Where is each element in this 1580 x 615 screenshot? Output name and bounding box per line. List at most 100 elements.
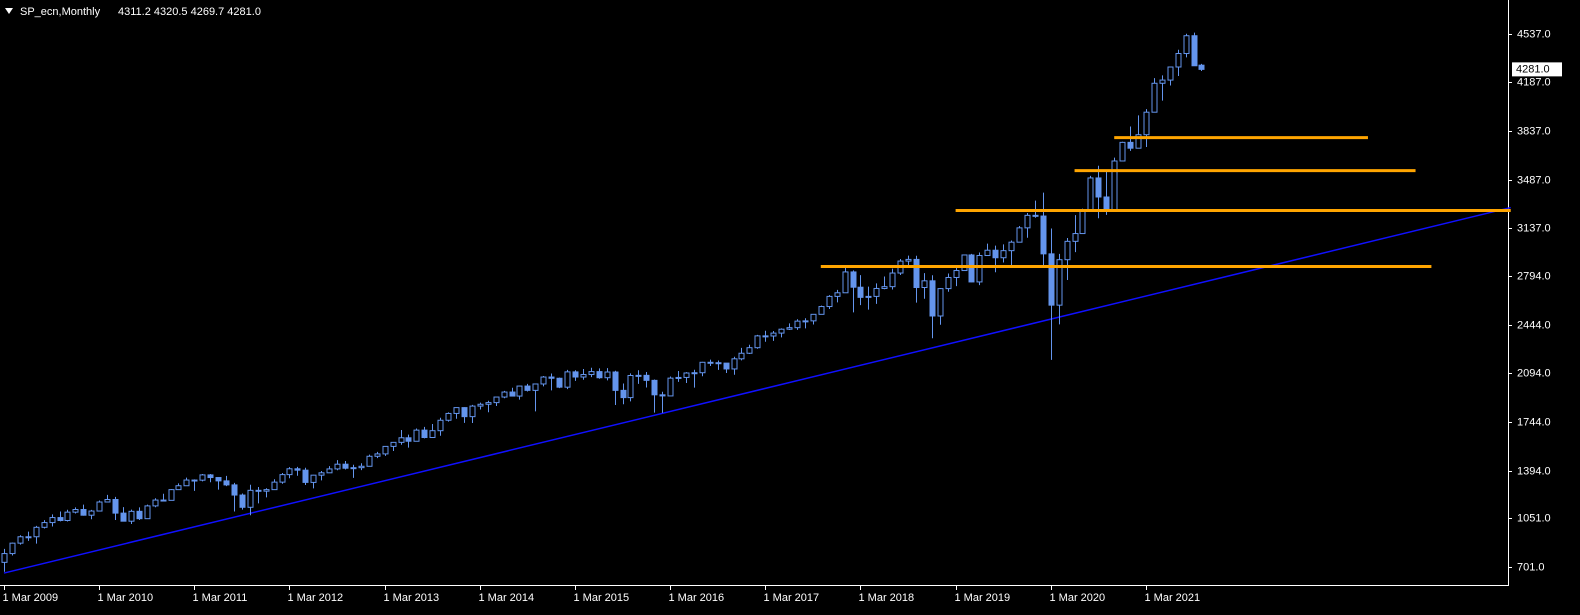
candle-body (485, 402, 492, 405)
candle-body (1111, 160, 1118, 211)
x-tick-label: 1 Mar 2020 (1050, 592, 1106, 604)
candle-body (25, 536, 32, 539)
x-tick-label: 1 Mar 2019 (955, 592, 1011, 604)
candle-body (810, 313, 817, 322)
candle-body (350, 467, 357, 470)
candle-body (1103, 196, 1110, 211)
candle-body (88, 510, 95, 516)
candle-body (548, 376, 555, 379)
candle-body (199, 474, 206, 481)
candle-body (675, 376, 682, 379)
candle-body (413, 429, 420, 442)
candle-body (651, 379, 658, 396)
candle-body (96, 501, 103, 512)
candle-body (691, 372, 698, 375)
candle-body (635, 374, 642, 377)
candle-body (239, 494, 246, 508)
candle-body (572, 371, 579, 378)
candle-body (358, 465, 365, 469)
candle-body (1040, 215, 1047, 255)
candle-body (778, 328, 785, 334)
candle-body (842, 271, 849, 294)
candle-body (937, 288, 944, 317)
candle-body (929, 280, 936, 317)
candle-body (620, 389, 627, 399)
x-tick-label: 1 Mar 2011 (193, 592, 248, 604)
candle-body (905, 258, 912, 262)
candle-body (1143, 111, 1150, 136)
candle-body (1135, 134, 1142, 149)
current-price-label: 4281.0 (1516, 63, 1550, 75)
candle-body (1032, 214, 1039, 217)
candle-body (850, 271, 857, 288)
candle-body (223, 480, 230, 486)
candle-body (1016, 227, 1023, 243)
candle-body (398, 437, 405, 443)
candle-body (1151, 82, 1158, 113)
chart-title: SP_ecn,Monthly (20, 6, 101, 18)
candle-body (136, 510, 143, 520)
candle-body (516, 385, 523, 397)
candle-body (128, 510, 135, 522)
y-tick-label: 1744.0 (1517, 416, 1551, 428)
candle-body (207, 474, 214, 479)
x-tick-label: 1 Mar 2017 (764, 592, 820, 604)
x-tick-label: 1 Mar 2018 (859, 592, 915, 604)
current-price-box (1512, 62, 1562, 77)
candle-body (279, 474, 286, 483)
candle-body (532, 383, 539, 391)
candle-body (49, 517, 56, 524)
candle-body (731, 358, 738, 370)
candle-body (215, 477, 222, 482)
candle-body (493, 396, 500, 404)
candle-body (33, 526, 40, 538)
y-tick-label: 1394.0 (1517, 465, 1551, 477)
candle-body (604, 371, 611, 379)
collapse-arrow[interactable] (5, 8, 13, 14)
candle-body (786, 327, 793, 330)
candle-body (953, 270, 960, 278)
candle-body (104, 499, 111, 503)
candle-body (976, 255, 983, 283)
x-tick-label: 1 Mar 2014 (479, 592, 535, 604)
candle-body (1167, 66, 1174, 81)
candle-body (231, 484, 238, 496)
candle-body (160, 499, 167, 502)
candle-body (120, 512, 127, 522)
candle-body (41, 522, 48, 528)
candle-body (112, 499, 119, 514)
y-tick-label: 3487.0 (1517, 174, 1551, 186)
candle-body (17, 536, 24, 544)
candle-body (255, 489, 262, 492)
candle-body (968, 254, 975, 283)
candle-body (1048, 253, 1055, 306)
candle-body (723, 362, 730, 370)
y-tick-label: 2794.0 (1517, 270, 1551, 282)
candle-body (699, 361, 706, 374)
candle-body (80, 509, 87, 516)
candle-body (318, 472, 325, 476)
candle-body (469, 405, 476, 418)
candle-body (1127, 141, 1134, 149)
candle-body (1095, 177, 1102, 198)
candle-body (1056, 259, 1063, 306)
candle-body (683, 372, 690, 378)
candle-body (627, 374, 634, 399)
candle-body (873, 287, 880, 297)
y-tick-label: 1051.0 (1517, 512, 1551, 524)
candle-body (1198, 64, 1205, 70)
candle-body (302, 469, 309, 483)
x-tick-label: 1 Mar 2015 (574, 592, 630, 604)
x-tick-label: 1 Mar 2021 (1145, 592, 1201, 604)
candle-body (667, 377, 674, 397)
candle-body (72, 509, 79, 513)
candle-body (382, 445, 389, 455)
y-tick-label: 2094.0 (1517, 367, 1551, 379)
y-tick-label: 4187.0 (1517, 76, 1551, 88)
candle-body (64, 511, 71, 521)
candle-body (445, 412, 452, 421)
chart-subtitle: 4311.2 4320.5 4269.7 4281.0 (118, 6, 261, 18)
candle-body (509, 391, 516, 397)
trend-line (3, 206, 1511, 574)
